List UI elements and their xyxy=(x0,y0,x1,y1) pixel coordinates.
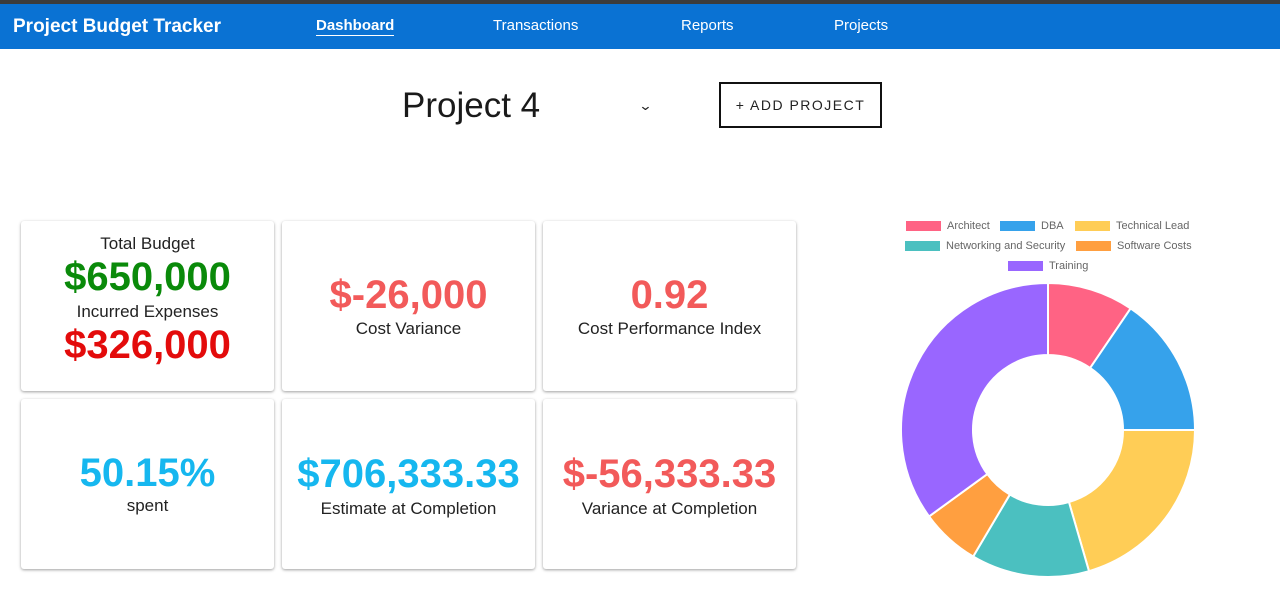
legend-label: Software Costs xyxy=(1117,240,1192,252)
legend-swatch xyxy=(1075,221,1110,231)
legend-item-networking-and-security[interactable]: Networking and Security xyxy=(905,240,1065,252)
donut-slice-training[interactable] xyxy=(900,281,1049,518)
nav-projects[interactable]: Projects xyxy=(834,17,889,34)
incurred-expenses-value: $326,000 xyxy=(64,323,231,367)
legend-label: DBA xyxy=(1041,220,1064,232)
legend-swatch xyxy=(906,221,941,231)
legend-label: Architect xyxy=(947,220,990,232)
legend-swatch xyxy=(1000,221,1035,231)
legend-swatch xyxy=(1076,241,1111,251)
vac-value: $-56,333.33 xyxy=(562,452,777,496)
legend-item-training[interactable]: Training xyxy=(1008,260,1088,272)
legend-label: Networking and Security xyxy=(946,240,1066,252)
spent-card: 50.15% spent xyxy=(21,399,274,569)
legend-item-software-costs[interactable]: Software Costs xyxy=(1076,240,1192,252)
total-budget-card: Total Budget $650,000 Incurred Expenses … xyxy=(21,221,274,391)
project-select[interactable]: Project 4 ⌄ xyxy=(402,84,658,130)
navbar: Project Budget Tracker Dashboard Transac… xyxy=(0,4,1280,49)
window-top-strip xyxy=(0,0,1280,4)
chart-legend: Architect DBA Technical Lead Networking … xyxy=(880,218,1220,278)
legend-label: Technical Lead xyxy=(1116,220,1190,232)
total-budget-value: $650,000 xyxy=(64,255,231,299)
incurred-expenses-label: Incurred Expenses xyxy=(76,302,219,321)
donut-slice-technical-lead[interactable] xyxy=(1067,429,1197,573)
cost-variance-card: $-26,000 Cost Variance xyxy=(282,221,535,391)
total-budget-label: Total Budget xyxy=(100,234,195,253)
legend-swatch xyxy=(1008,261,1043,271)
cpi-label: Cost Performance Index xyxy=(577,319,762,338)
eac-label: Estimate at Completion xyxy=(320,499,497,518)
vac-label: Variance at Completion xyxy=(581,499,758,518)
nav-transactions[interactable]: Transactions xyxy=(493,17,579,34)
vac-card: $-56,333.33 Variance at Completion xyxy=(543,399,796,569)
brand-title[interactable]: Project Budget Tracker xyxy=(13,16,222,37)
eac-card: $706,333.33 Estimate at Completion xyxy=(282,399,535,569)
project-select-value: Project 4 xyxy=(402,86,541,125)
chevron-down-icon: ⌄ xyxy=(638,98,653,113)
add-project-button[interactable]: + ADD PROJECT xyxy=(719,82,882,128)
legend-item-architect[interactable]: Architect xyxy=(906,220,990,232)
spent-label: spent xyxy=(126,496,169,515)
cpi-value: 0.92 xyxy=(630,273,709,317)
eac-value: $706,333.33 xyxy=(297,452,520,496)
legend-item-technical-lead[interactable]: Technical Lead xyxy=(1075,220,1189,232)
cpi-card: 0.92 Cost Performance Index xyxy=(543,221,796,391)
legend-swatch xyxy=(905,241,940,251)
spent-value: 50.15% xyxy=(79,451,216,495)
legend-item-dba[interactable]: DBA xyxy=(1000,220,1064,232)
cost-variance-label: Cost Variance xyxy=(355,319,462,338)
nav-dashboard[interactable]: Dashboard xyxy=(316,17,395,36)
cost-variance-value: $-26,000 xyxy=(329,273,488,317)
expense-donut-chart xyxy=(900,281,1197,578)
nav-reports[interactable]: Reports xyxy=(681,17,734,34)
legend-label: Training xyxy=(1049,260,1089,272)
